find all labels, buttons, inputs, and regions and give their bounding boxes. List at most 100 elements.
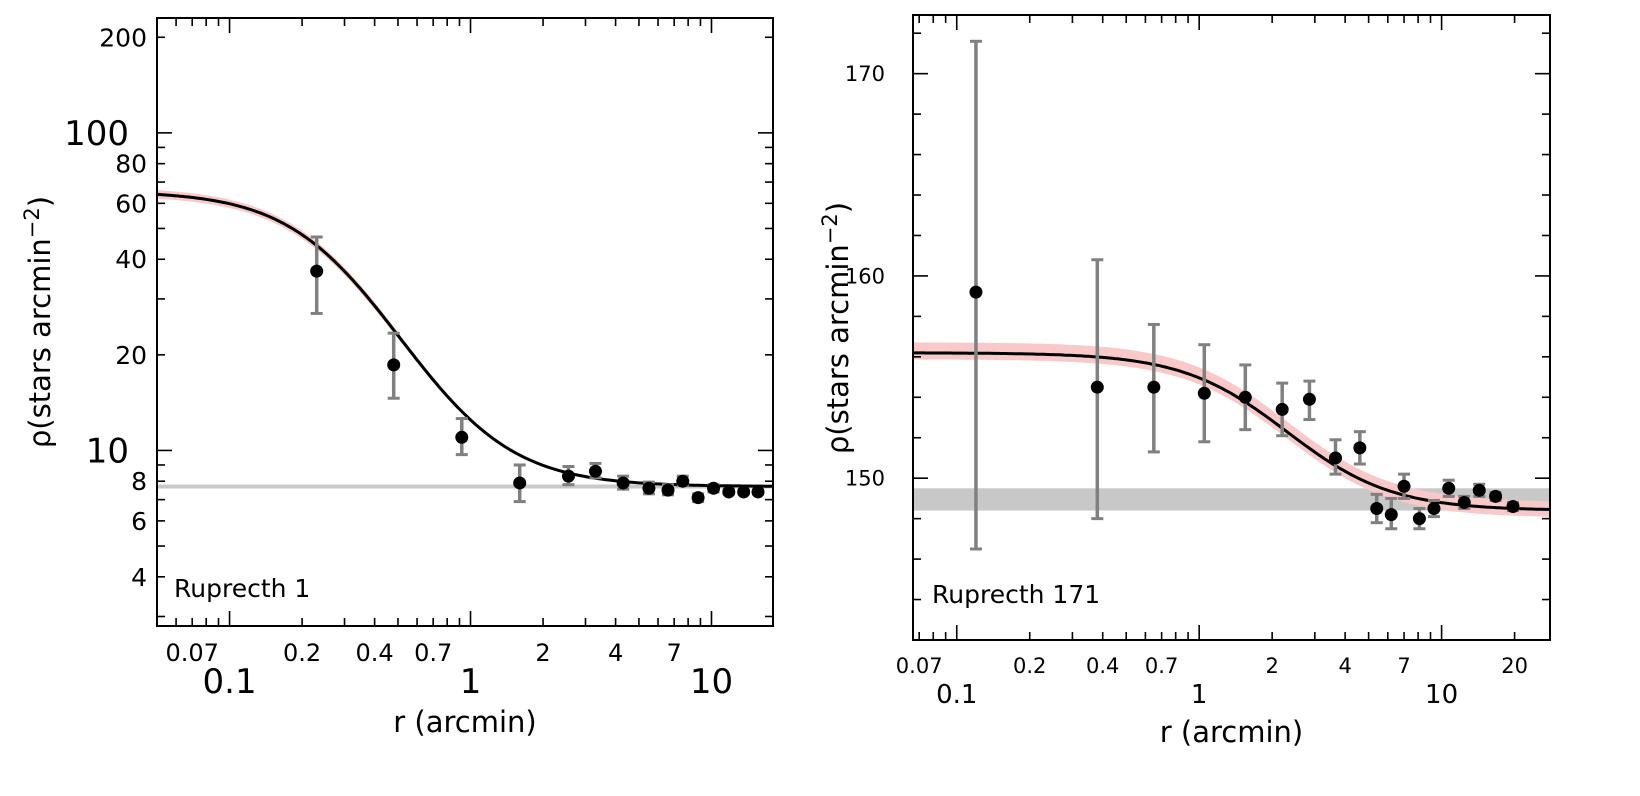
x-minor-tick-label: 0.7 [1145, 654, 1178, 678]
data-marker [1353, 441, 1367, 455]
x-minor-tick-label: 2 [1265, 654, 1278, 678]
background-level-band [157, 484, 773, 489]
model-fit-curve [913, 351, 1550, 511]
y-major-tick-label: 170 [845, 62, 885, 86]
tick-marks [913, 15, 1550, 641]
data-point-10 [1370, 492, 1384, 525]
data-point-13 [722, 485, 736, 499]
data-point-9 [661, 483, 675, 497]
data-marker [1328, 451, 1342, 465]
x-minor-tick-label: 7 [667, 639, 682, 667]
x-minor-tick-label: 0.4 [356, 639, 394, 667]
data-point-10 [676, 474, 690, 488]
data-marker [1147, 380, 1161, 394]
x-major-tick-label: 0.1 [936, 680, 977, 710]
data-marker [661, 483, 675, 497]
data-point-12 [1397, 472, 1411, 500]
chart-ruprecth-1: 0.1 1 10 0.07 0.2 0.4 0.7 2 4 7 10 100 4 6 8 20 40 60 80 20… [20, 17, 774, 739]
y-axis-label: ρ(stars arcmin−2) [20, 196, 57, 448]
x-major-tick-label: 10 [690, 662, 733, 702]
data-marker [722, 485, 736, 499]
data-point-2 [387, 331, 401, 400]
data-marker [1090, 380, 1104, 394]
data-marker [1427, 502, 1441, 516]
data-marker [1370, 502, 1384, 516]
x-minor-tick-label: 0.2 [1013, 654, 1046, 678]
data-point-12 [707, 481, 721, 495]
data-marker [1457, 495, 1471, 509]
data-marker [1506, 500, 1520, 514]
data-point-9 [1353, 430, 1367, 466]
data-point-6 [1275, 381, 1289, 438]
x-axis-label: r (arcmin) [393, 705, 536, 739]
data-point-2 [1090, 258, 1104, 521]
data-point-14 [1427, 498, 1441, 519]
y-axis-label-exponent: −2 [818, 213, 842, 244]
data-point-8 [642, 480, 656, 496]
y-minor-tick-label: 200 [99, 23, 147, 52]
data-point-11 [1384, 496, 1398, 531]
data-marker [1412, 512, 1426, 526]
data-point-7 [1302, 379, 1316, 422]
data-marker [969, 285, 983, 299]
data-marker [561, 469, 575, 483]
data-point-6 [588, 461, 602, 480]
y-axis-label-close: ) [23, 196, 57, 207]
x-major-tick-label: 0.1 [203, 662, 257, 702]
x-minor-tick-label: 20 [1501, 654, 1528, 678]
plot-frame [912, 14, 1551, 641]
y-major-tick-label: 160 [845, 264, 885, 288]
y-axis-label-main: ρ(stars arcmin [821, 244, 855, 454]
plot-area [157, 190, 773, 489]
data-point-15 [1442, 478, 1456, 498]
cluster-name-label: Ruprecth 171 [932, 580, 1100, 609]
x-minor-tick-label: 4 [1338, 654, 1351, 678]
data-marker [1472, 483, 1486, 497]
x-minor-tick-label: 7 [1397, 654, 1410, 678]
data-marker [1302, 392, 1316, 406]
data-point-3 [455, 417, 469, 457]
x-minor-tick-label: 0.07 [896, 654, 943, 678]
chart-ruprecth-171: 0.1 1 10 0.07 0.2 0.4 0.7 2 4 7 20 150 160 170 r (arcm… [818, 14, 1551, 749]
data-point-5 [561, 465, 575, 487]
y-axis-label-close: ) [821, 202, 855, 213]
data-marker [1489, 489, 1503, 503]
data-point-19 [1506, 500, 1520, 514]
x-minor-tick-label: 0.07 [165, 639, 218, 667]
y-axis-label-exponent: −2 [20, 207, 44, 238]
plot-frame [156, 17, 774, 627]
data-marker [387, 358, 401, 372]
data-point-4 [513, 463, 527, 504]
x-major-tick-label: 1 [1191, 680, 1208, 710]
data-marker [676, 474, 690, 488]
x-major-tick-label: 10 [1425, 680, 1458, 710]
data-point-5 [1238, 363, 1252, 432]
data-marker [642, 481, 656, 495]
x-major-tick-label: 1 [460, 662, 482, 702]
data-marker [1384, 508, 1398, 522]
y-major-tick-label: 150 [845, 467, 885, 491]
data-marker [1275, 402, 1289, 416]
data-point-1 [310, 235, 324, 315]
data-marker [1197, 386, 1211, 400]
y-minor-tick-label: 40 [115, 245, 147, 274]
data-marker [310, 264, 324, 278]
y-axis-label: ρ(stars arcmin−2) [818, 202, 855, 454]
data-point-16 [1457, 494, 1471, 511]
y-minor-tick-label: 4 [131, 563, 147, 592]
y-axis-label-main: ρ(stars arcmin [23, 238, 57, 448]
tick-marks [157, 18, 773, 626]
y-minor-tick-label: 8 [131, 467, 147, 496]
data-marker [616, 476, 630, 490]
data-point-15 [751, 485, 765, 499]
data-marker [513, 476, 527, 490]
data-marker [691, 491, 705, 505]
data-marker [737, 485, 751, 499]
data-point-8 [1328, 438, 1342, 476]
x-minor-tick-label: 4 [608, 639, 623, 667]
data-marker [751, 485, 765, 499]
data-point-17 [1472, 482, 1486, 498]
data-marker [1397, 479, 1411, 493]
y-minor-tick-label: 6 [131, 507, 147, 536]
